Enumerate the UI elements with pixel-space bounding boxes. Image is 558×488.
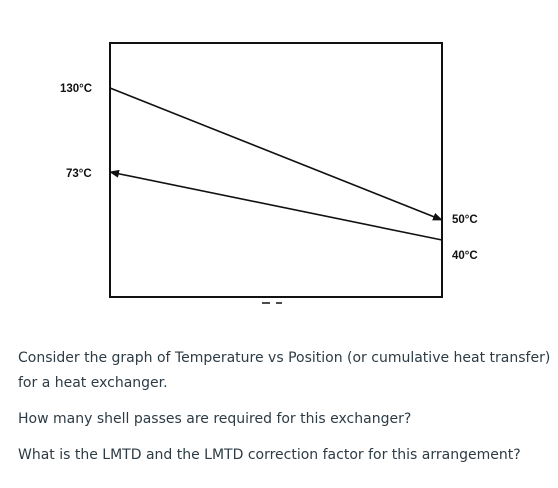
hot-outlet-label: 50°C [452, 214, 478, 226]
plot-frame [109, 42, 443, 298]
cold-inlet-label: 40°C [452, 250, 478, 262]
question-paragraph-lmtd: What is the LMTD and the LMTD correction… [18, 447, 521, 463]
temperature-profile-diagram: 130°C 73°C 50°C 40°C [60, 42, 478, 304]
cold-fluid-line [109, 169, 443, 241]
question-text: Consider the graph of Temperature vs Pos… [18, 346, 553, 479]
hot-fluid-line [109, 87, 443, 221]
question-paragraph-intro: Consider the graph of Temperature vs Pos… [18, 350, 551, 391]
cold-outlet-label: 73°C [66, 168, 92, 180]
hot-inlet-label: 130°C [60, 83, 92, 95]
question-paragraph-shell-passes: How many shell passes are required for t… [18, 411, 412, 427]
